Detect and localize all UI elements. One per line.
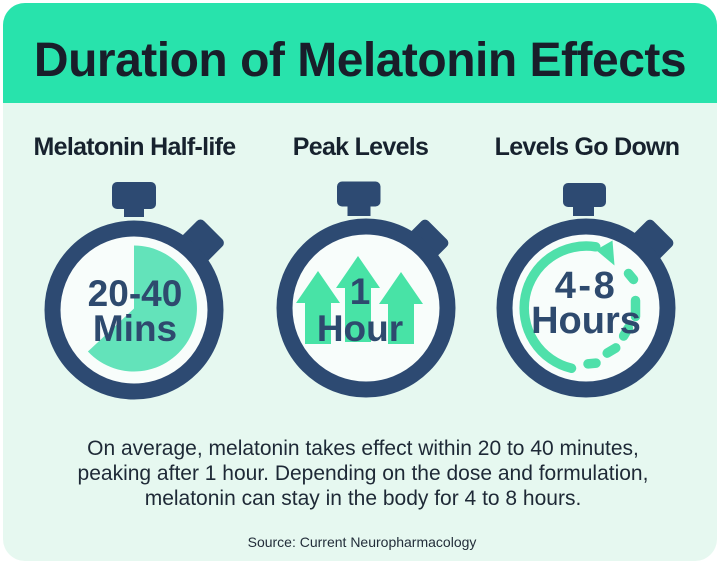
svg-text:Hours: Hours (531, 300, 641, 342)
svg-text:4-8: 4-8 (555, 265, 617, 307)
svg-text:1: 1 (350, 271, 371, 312)
svg-text:20-40: 20-40 (88, 273, 183, 314)
svg-text:Mins: Mins (93, 308, 177, 349)
svg-text:Hour: Hour (317, 308, 403, 349)
